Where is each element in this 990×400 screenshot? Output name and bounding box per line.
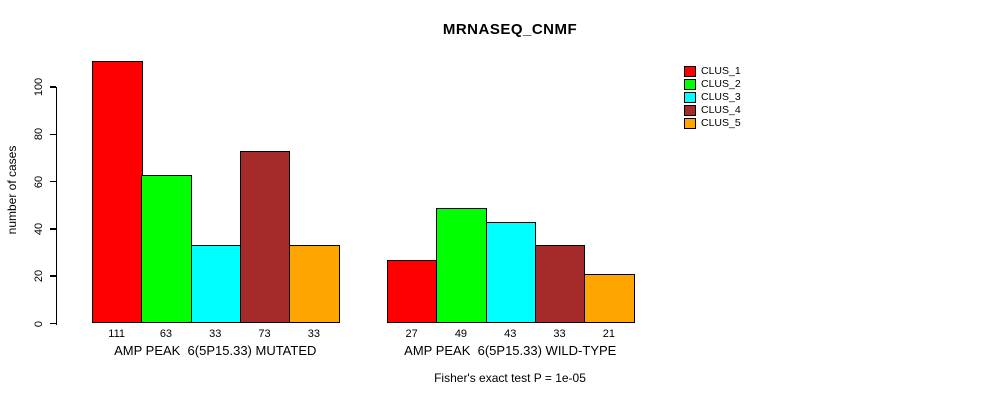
legend-item-clus_3: CLUS_3: [684, 91, 741, 103]
legend-item-clus_5: CLUS_5: [684, 117, 741, 129]
y-axis-tick: [50, 322, 56, 325]
bar-value-label: 49: [454, 328, 468, 340]
legend-swatch-icon: [684, 91, 696, 103]
y-axis-tick: [50, 86, 56, 88]
y-axis-tick-label: 80: [33, 128, 45, 141]
bar-clus_4-group2: [534, 245, 586, 324]
legend-item-clus_4: CLUS_4: [684, 104, 741, 116]
bar-clus_2-group1: [141, 174, 192, 324]
y-axis-tick: [50, 228, 56, 230]
legend-label: CLUS_1: [701, 65, 741, 77]
bar-clus_2-group2: [436, 207, 487, 324]
bar-value-label: 21: [602, 328, 615, 340]
x-axis-group-label: AMP PEAK 6(5P15.33) WILD-TYPE: [404, 343, 617, 358]
y-axis-tick: [50, 180, 56, 183]
legend-swatch-icon: [684, 78, 696, 90]
bar-value-label: 27: [405, 328, 418, 340]
bar-value-label: 33: [553, 328, 566, 340]
legend-swatch-icon: [684, 65, 696, 77]
y-axis-tick-label: 60: [33, 175, 45, 188]
bar-clus_4-group1: [239, 150, 291, 324]
bar-value-label: 33: [209, 328, 222, 340]
bar-clus_3-group2: [485, 221, 537, 324]
y-axis-line: [55, 86, 57, 325]
bar-clus_3-group1: [190, 245, 242, 324]
legend-label: CLUS_3: [701, 91, 741, 103]
y-axis-tick-label: 20: [33, 270, 45, 283]
legend-item-clus_1: CLUS_1: [684, 65, 741, 77]
legend-swatch-icon: [684, 104, 696, 116]
legend-label: CLUS_5: [701, 117, 741, 129]
y-axis-tick: [50, 133, 56, 136]
y-axis-tick-label: 40: [33, 222, 45, 236]
y-axis-tick-label: 0: [33, 320, 45, 327]
bar-value-label: 73: [258, 328, 271, 340]
chart-title: MRNASEQ_CNMF: [442, 21, 578, 38]
legend-label: CLUS_4: [701, 104, 741, 116]
bar-clus_5-group1: [289, 245, 340, 324]
legend-item-clus_2: CLUS_2: [684, 78, 741, 90]
bar-value-label: 111: [108, 328, 126, 340]
bar-clus_1-group2: [387, 259, 438, 324]
y-axis-tick-label: 100: [33, 77, 45, 97]
fisher-test-annotation: Fisher's exact test P = 1e-05: [434, 371, 586, 385]
bar-value-label: 33: [307, 328, 320, 340]
bar-value-label: 43: [504, 328, 517, 340]
legend-swatch-icon: [684, 117, 696, 129]
bar-clus_1-group1: [92, 60, 143, 324]
legend-label: CLUS_2: [701, 78, 741, 90]
bar-value-label: 63: [159, 328, 173, 340]
x-axis-group-label: AMP PEAK 6(5P15.33) MUTATED: [114, 343, 317, 358]
y-axis-tick: [50, 275, 56, 277]
bar-clus_5-group2: [584, 273, 635, 324]
